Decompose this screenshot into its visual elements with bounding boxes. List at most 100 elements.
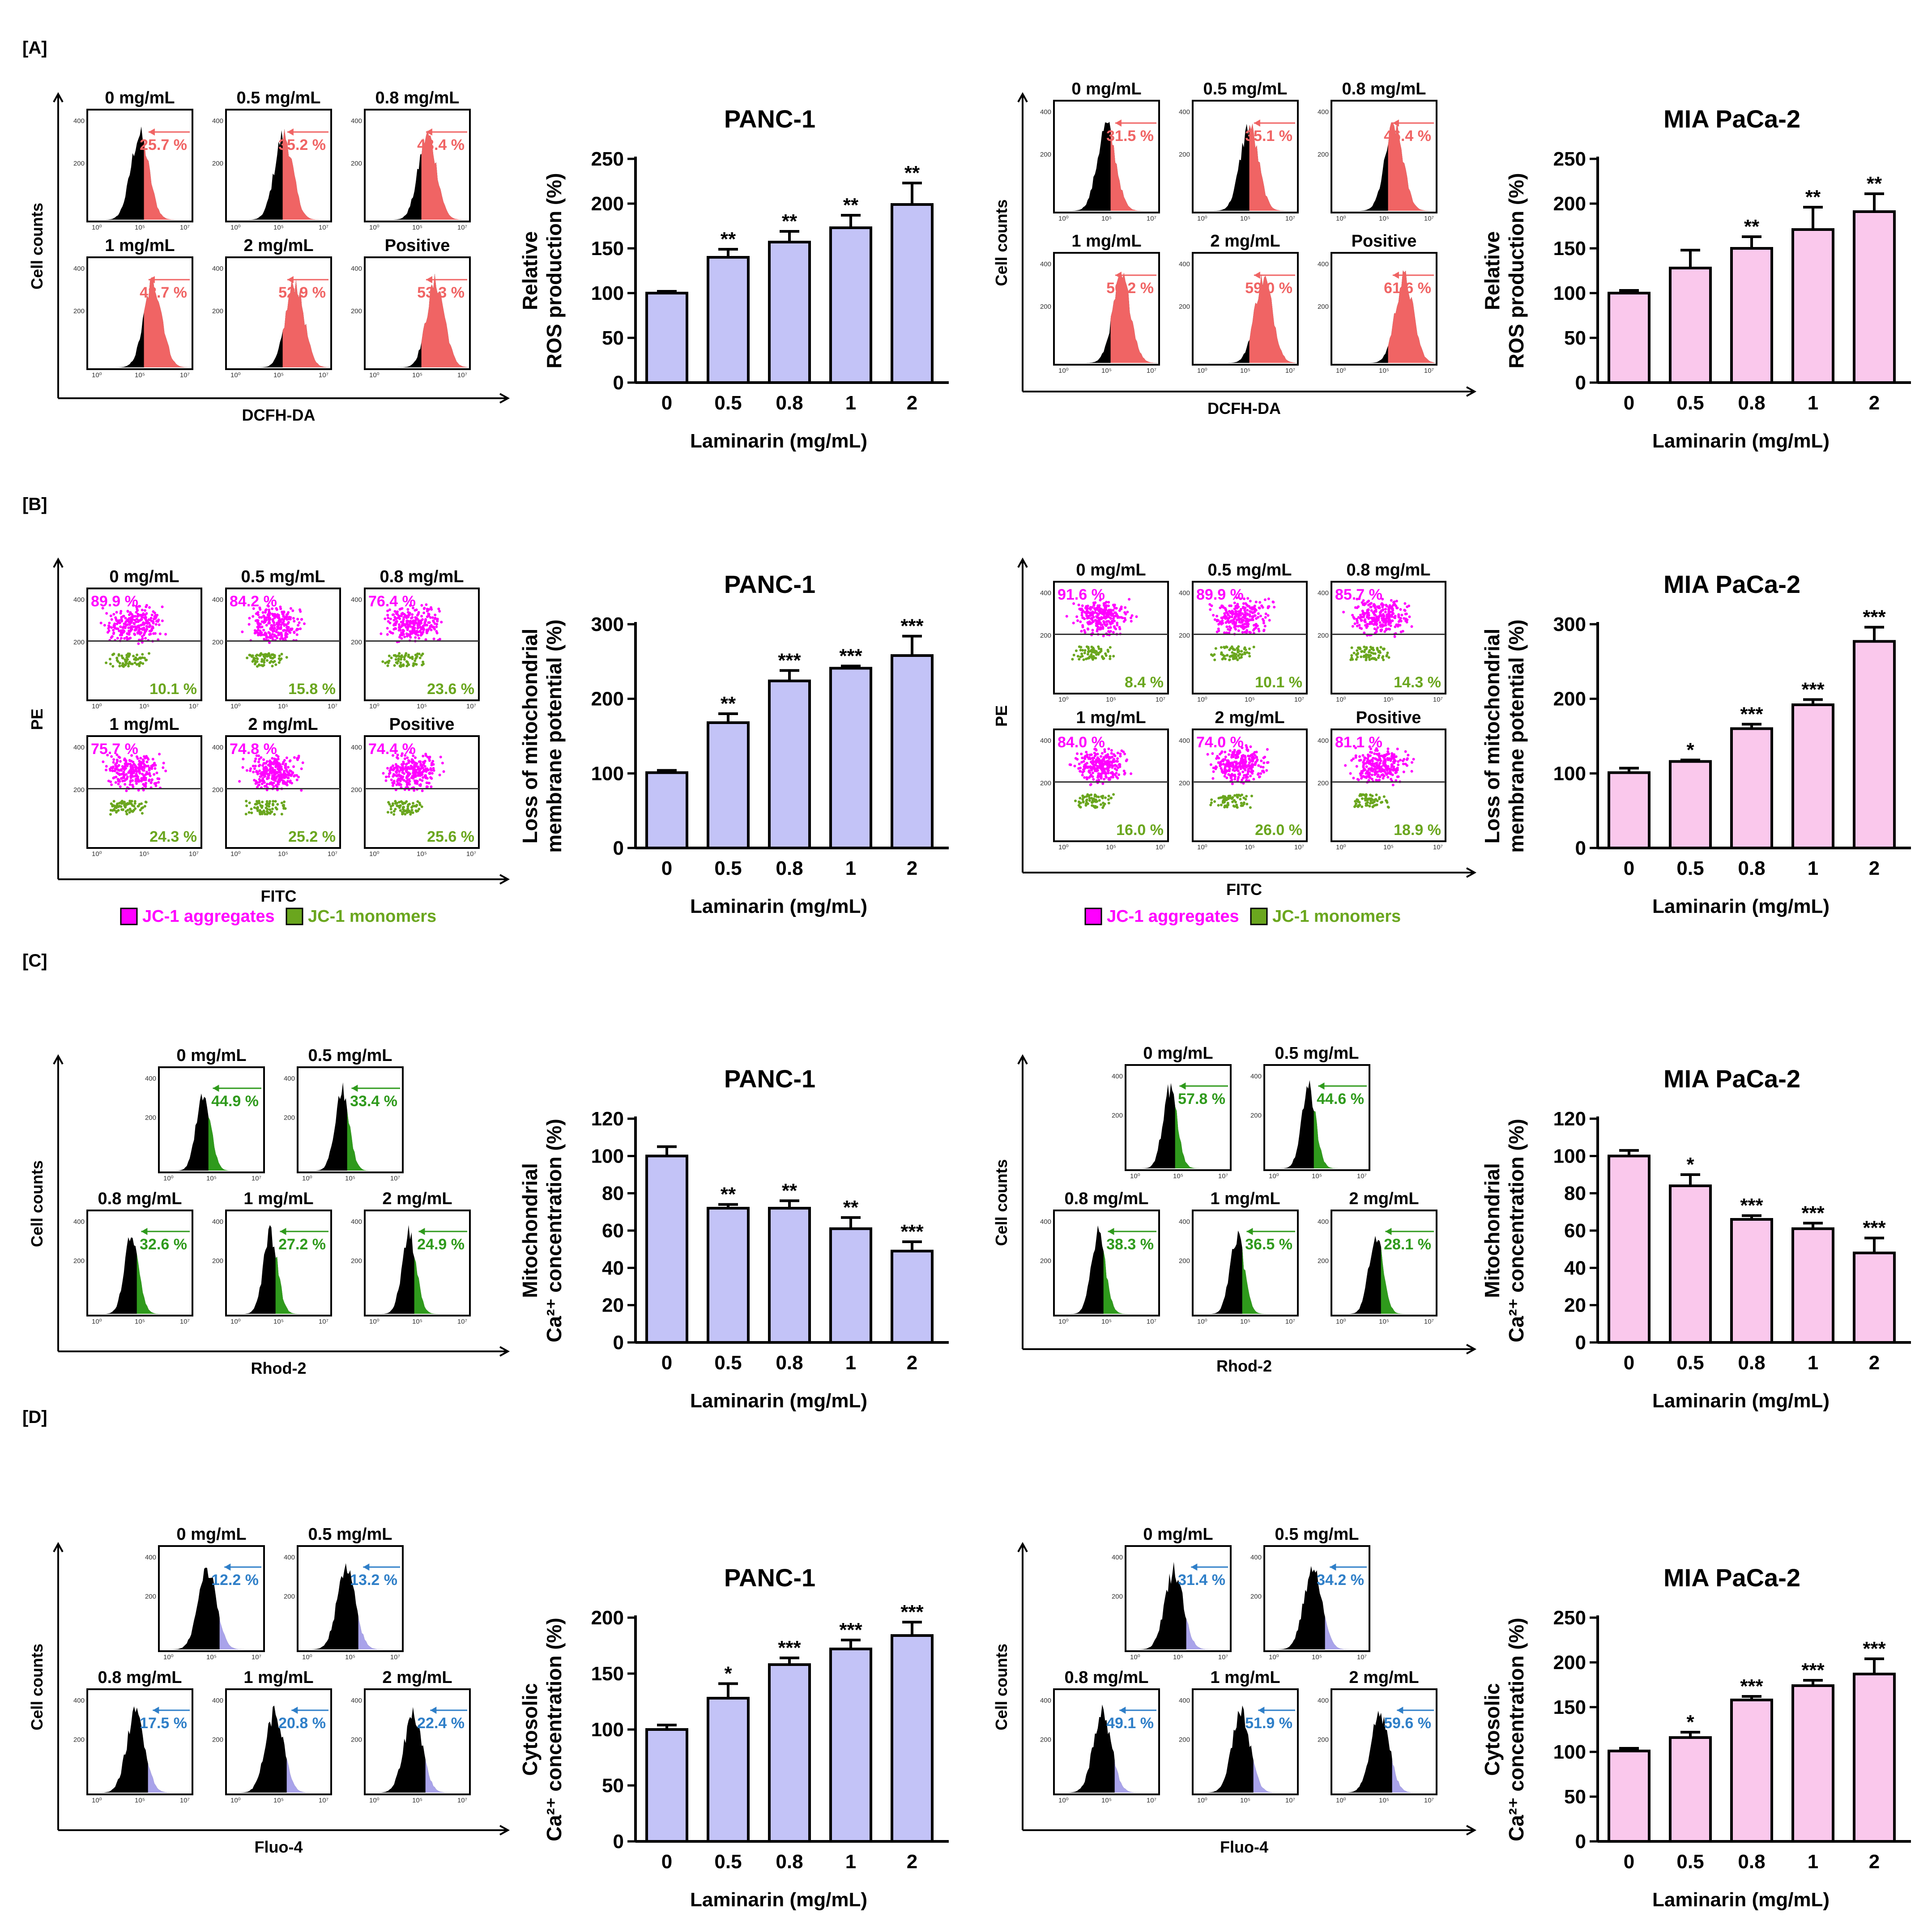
aggregate-dot xyxy=(1234,607,1237,610)
aggregate-dot xyxy=(278,780,281,783)
aggregate-dot xyxy=(417,626,420,629)
aggregate-dot xyxy=(279,637,282,640)
legend-swatch-monomers xyxy=(286,907,303,925)
aggregate-dot xyxy=(1085,762,1088,765)
aggregate-dot xyxy=(392,754,394,757)
monomer-dot xyxy=(386,811,389,814)
x-tick-label: 0.8 xyxy=(1738,392,1765,414)
aggregate-dot xyxy=(1229,620,1232,623)
monomer-dot xyxy=(1366,801,1369,804)
aggregate-dot xyxy=(277,769,281,772)
aggregate-dot xyxy=(410,617,413,620)
flow-tick: 200 xyxy=(351,639,362,646)
monomer-dot xyxy=(1371,794,1374,797)
aggregate-dot xyxy=(1273,605,1276,609)
aggregate-dot xyxy=(1374,749,1377,752)
monomer-dot xyxy=(268,802,271,805)
bar-0.8 xyxy=(1730,1699,1773,1843)
aggregate-dot xyxy=(1243,774,1246,777)
aggregate-dot xyxy=(1382,760,1386,763)
aggregate-dot xyxy=(1410,770,1413,773)
flow-tick: 200 xyxy=(1179,1736,1190,1744)
x-axis-label: Laminarin (mg/mL) xyxy=(1652,1390,1830,1412)
aggregate-dot xyxy=(1267,614,1270,617)
aggregate-dot xyxy=(1119,754,1122,758)
aggregate-dot xyxy=(415,780,418,782)
flow-panel-title: Positive xyxy=(1356,708,1421,727)
flow-tick: 10⁷ xyxy=(189,703,199,710)
aggregate-dot xyxy=(1082,616,1085,619)
monomer-dot xyxy=(123,801,126,804)
histogram-black xyxy=(161,1568,262,1649)
aggregate-dot xyxy=(1088,620,1091,623)
flow-panel-title: 0.8 mg/mL xyxy=(375,89,460,107)
aggregate-dot xyxy=(265,618,268,622)
monomer-dot xyxy=(1078,800,1080,803)
aggregate-dot xyxy=(1378,754,1381,758)
aggregate-dot xyxy=(1369,605,1372,609)
gate-arrow-head xyxy=(148,128,155,136)
aggregate-dot xyxy=(1105,776,1108,779)
gate-arrow-head xyxy=(430,1707,437,1714)
aggregate-dot xyxy=(1239,767,1242,771)
aggregate-dot xyxy=(1115,607,1118,610)
flow-panel-title: 0.5 mg/mL xyxy=(1203,80,1288,98)
significance-mark-1: ** xyxy=(843,194,859,216)
monomer-dot xyxy=(1071,658,1074,661)
aggregate-dot xyxy=(426,615,430,618)
aggregate-dot xyxy=(1094,611,1097,614)
aggregate-dot xyxy=(273,624,276,627)
aggregate-dot xyxy=(388,608,391,611)
monomer-dot xyxy=(1382,658,1385,661)
flow-tick: 10⁵ xyxy=(412,224,422,231)
histogram-gated xyxy=(1392,1759,1435,1793)
aggregate-dot xyxy=(413,763,416,766)
significance-mark-0.8: ** xyxy=(1744,216,1760,238)
histogram-gated xyxy=(219,1618,262,1649)
aggregate-dot xyxy=(1215,630,1219,634)
aggregate-dot xyxy=(1215,614,1219,618)
aggregate-dot xyxy=(1393,635,1396,638)
aggregate-dot xyxy=(1082,768,1085,771)
monomer-dot xyxy=(272,804,274,806)
aggregate-dot xyxy=(1101,608,1105,611)
aggregate-dot xyxy=(275,754,278,757)
y-tick-label: 200 xyxy=(591,193,624,215)
aggregate-dot xyxy=(1363,631,1366,635)
aggregate-dot xyxy=(1098,604,1101,607)
aggregate-dot xyxy=(1103,748,1106,751)
flow-panel-frame xyxy=(364,588,480,701)
aggregate-dot xyxy=(1402,771,1405,773)
aggregate-dot xyxy=(420,615,423,618)
aggregate-dot xyxy=(403,635,406,639)
monomer-dot xyxy=(270,653,273,656)
aggregate-dot xyxy=(1109,626,1112,629)
aggregate-dot xyxy=(300,618,303,621)
aggregate-dot xyxy=(432,626,435,629)
aggregate-dot xyxy=(116,637,119,640)
flow-tick: 400 xyxy=(1179,1218,1190,1226)
flow-tick: 10⁷ xyxy=(180,1318,190,1325)
aggregate-dot xyxy=(148,779,151,782)
aggregate-dot xyxy=(297,775,300,779)
aggregate-dot xyxy=(1116,757,1119,760)
aggregate-dot xyxy=(1121,616,1124,619)
aggregate-dot xyxy=(115,753,119,756)
aggregate-dot xyxy=(263,638,266,641)
aggregate-dot xyxy=(108,622,111,625)
aggregate-dot xyxy=(277,758,280,761)
significance-mark-2: ** xyxy=(904,162,920,184)
aggregate-dot xyxy=(1381,597,1384,601)
aggregate-dot xyxy=(1374,608,1378,611)
monomer-dot xyxy=(1356,656,1359,659)
y-axis-label-line2: Ca²⁺ concentration (%) xyxy=(1505,1618,1528,1841)
aggregate-dot xyxy=(1092,766,1095,769)
aggregate-dot xyxy=(1093,751,1096,754)
y-tick-label: 150 xyxy=(591,1663,624,1685)
aggregate-dot xyxy=(1212,770,1215,773)
